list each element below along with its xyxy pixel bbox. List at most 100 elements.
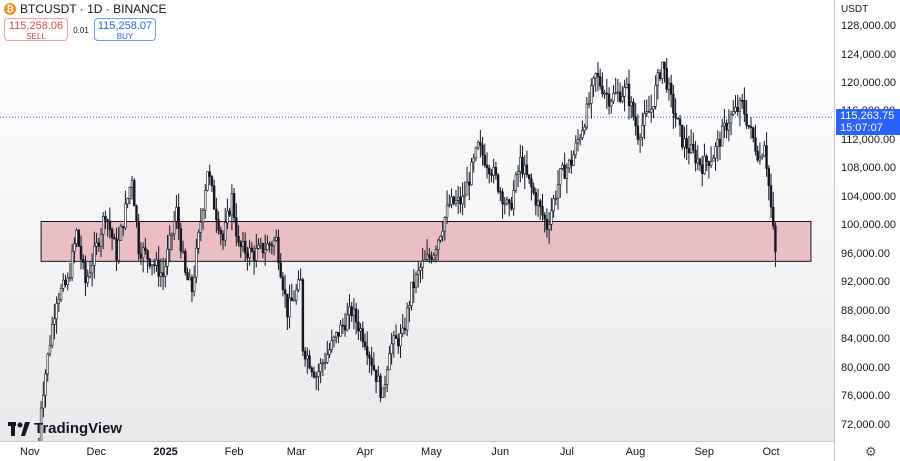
candle-down (541, 206, 544, 216)
candle-up (321, 362, 325, 365)
candle-up (159, 272, 163, 277)
candle-up (696, 158, 699, 164)
candle-up (226, 210, 229, 224)
candle-down (186, 272, 189, 281)
candle-down (527, 174, 531, 180)
candle-down (740, 99, 744, 102)
candle-up (641, 125, 644, 138)
symbol-title[interactable]: BTCUSDT · 1D · BINANCE (20, 2, 167, 16)
candle-up (689, 143, 693, 154)
candle-up (383, 384, 387, 389)
candle-down (270, 244, 274, 247)
buy-button[interactable]: 115,258.07 BUY (94, 18, 156, 41)
candle-down (698, 158, 702, 166)
candle-down (658, 72, 662, 79)
candle-up (734, 106, 737, 112)
sell-button[interactable]: 115,258.06 SELL (4, 18, 68, 41)
candle-up (536, 200, 540, 206)
candle-up (334, 332, 338, 338)
candle-down (397, 338, 400, 347)
candle-down (146, 250, 149, 260)
candle-down (618, 91, 622, 102)
candle-up (197, 232, 200, 249)
candle-up (405, 307, 409, 331)
candle-up (567, 159, 571, 169)
price-tick-label: 96,000.00 (841, 247, 890, 260)
time-axis[interactable]: Nov Dec 2025 Feb Mar Apr May Jun Jul Aug Sep Oct (0, 441, 834, 461)
candle-down (79, 245, 83, 260)
candle-down (237, 236, 240, 243)
candle-down (705, 155, 708, 162)
candle-down (310, 367, 313, 373)
candle-down (743, 100, 746, 115)
candle-down (84, 262, 87, 284)
candle-up (763, 145, 766, 157)
candle-down (148, 258, 152, 267)
candle-up (643, 113, 646, 126)
candle-down (354, 308, 358, 323)
candle-up (130, 180, 134, 188)
candle-down (221, 233, 225, 241)
candle-up (164, 266, 167, 277)
candle-up (425, 254, 429, 260)
price-tick-label: 124,000.00 (841, 48, 897, 61)
candle-down (219, 229, 222, 235)
candle-down (490, 173, 493, 176)
candle-up (610, 100, 613, 107)
candlestick-chart[interactable] (0, 0, 834, 441)
candle-up (241, 240, 245, 247)
candle-up (625, 83, 628, 88)
candle-down (368, 354, 371, 359)
candle-down (767, 168, 770, 186)
tradingview-logo[interactable]: TradingView (8, 420, 122, 437)
sell-price: 115,258.06 (8, 20, 64, 32)
price-axis[interactable]: USDT 72,000.00 76,000.00 80,000.00 84,000.0… (834, 0, 900, 461)
candle-down (286, 293, 289, 318)
candle-up (454, 200, 458, 204)
price-tick-label: 120,000.00 (841, 76, 897, 89)
candle-down (769, 185, 773, 208)
candle-up (547, 224, 551, 230)
candle-up (503, 203, 506, 205)
candle-up (66, 277, 69, 286)
candle-down (481, 144, 484, 156)
candle-down (525, 164, 529, 176)
candle-down (676, 117, 680, 120)
candle-up (514, 174, 518, 191)
candle-up (259, 243, 262, 246)
candle-up (421, 260, 424, 268)
candle-up (732, 111, 735, 115)
time-tick-label: Oct (762, 446, 780, 458)
candle-down (736, 106, 739, 112)
candle-up (150, 264, 154, 267)
candle-up (630, 101, 633, 107)
chart-plot-area[interactable]: ₿ BTCUSDT · 1D · BINANCE 115,258.06 SELL… (0, 0, 834, 441)
candle-up (297, 279, 300, 291)
candle-down (361, 328, 364, 343)
candle-down (179, 228, 183, 252)
candle-down (279, 262, 282, 278)
gear-icon[interactable]: ⚙ (865, 444, 877, 459)
currency-label[interactable]: USDT (841, 4, 869, 15)
candle-down (412, 281, 416, 288)
candle-down (139, 253, 143, 259)
candle-up (465, 181, 469, 196)
bar-countdown: 15:07:07 (840, 122, 883, 135)
candle-down (774, 225, 777, 252)
candle-up (50, 324, 54, 346)
candle-up (401, 327, 404, 334)
candle-up (616, 91, 620, 94)
candle-up (683, 138, 686, 148)
candle-up (272, 239, 276, 247)
candle-down (701, 164, 704, 174)
candle-down (570, 159, 573, 166)
candle-up (565, 167, 569, 179)
candle-down (283, 289, 287, 295)
candle-up (443, 217, 447, 232)
candle-down (113, 237, 116, 240)
candle-down (521, 156, 524, 175)
candle-up (448, 204, 451, 206)
candle-down (681, 124, 684, 148)
candle-up (381, 387, 384, 398)
candle-up (612, 92, 615, 102)
